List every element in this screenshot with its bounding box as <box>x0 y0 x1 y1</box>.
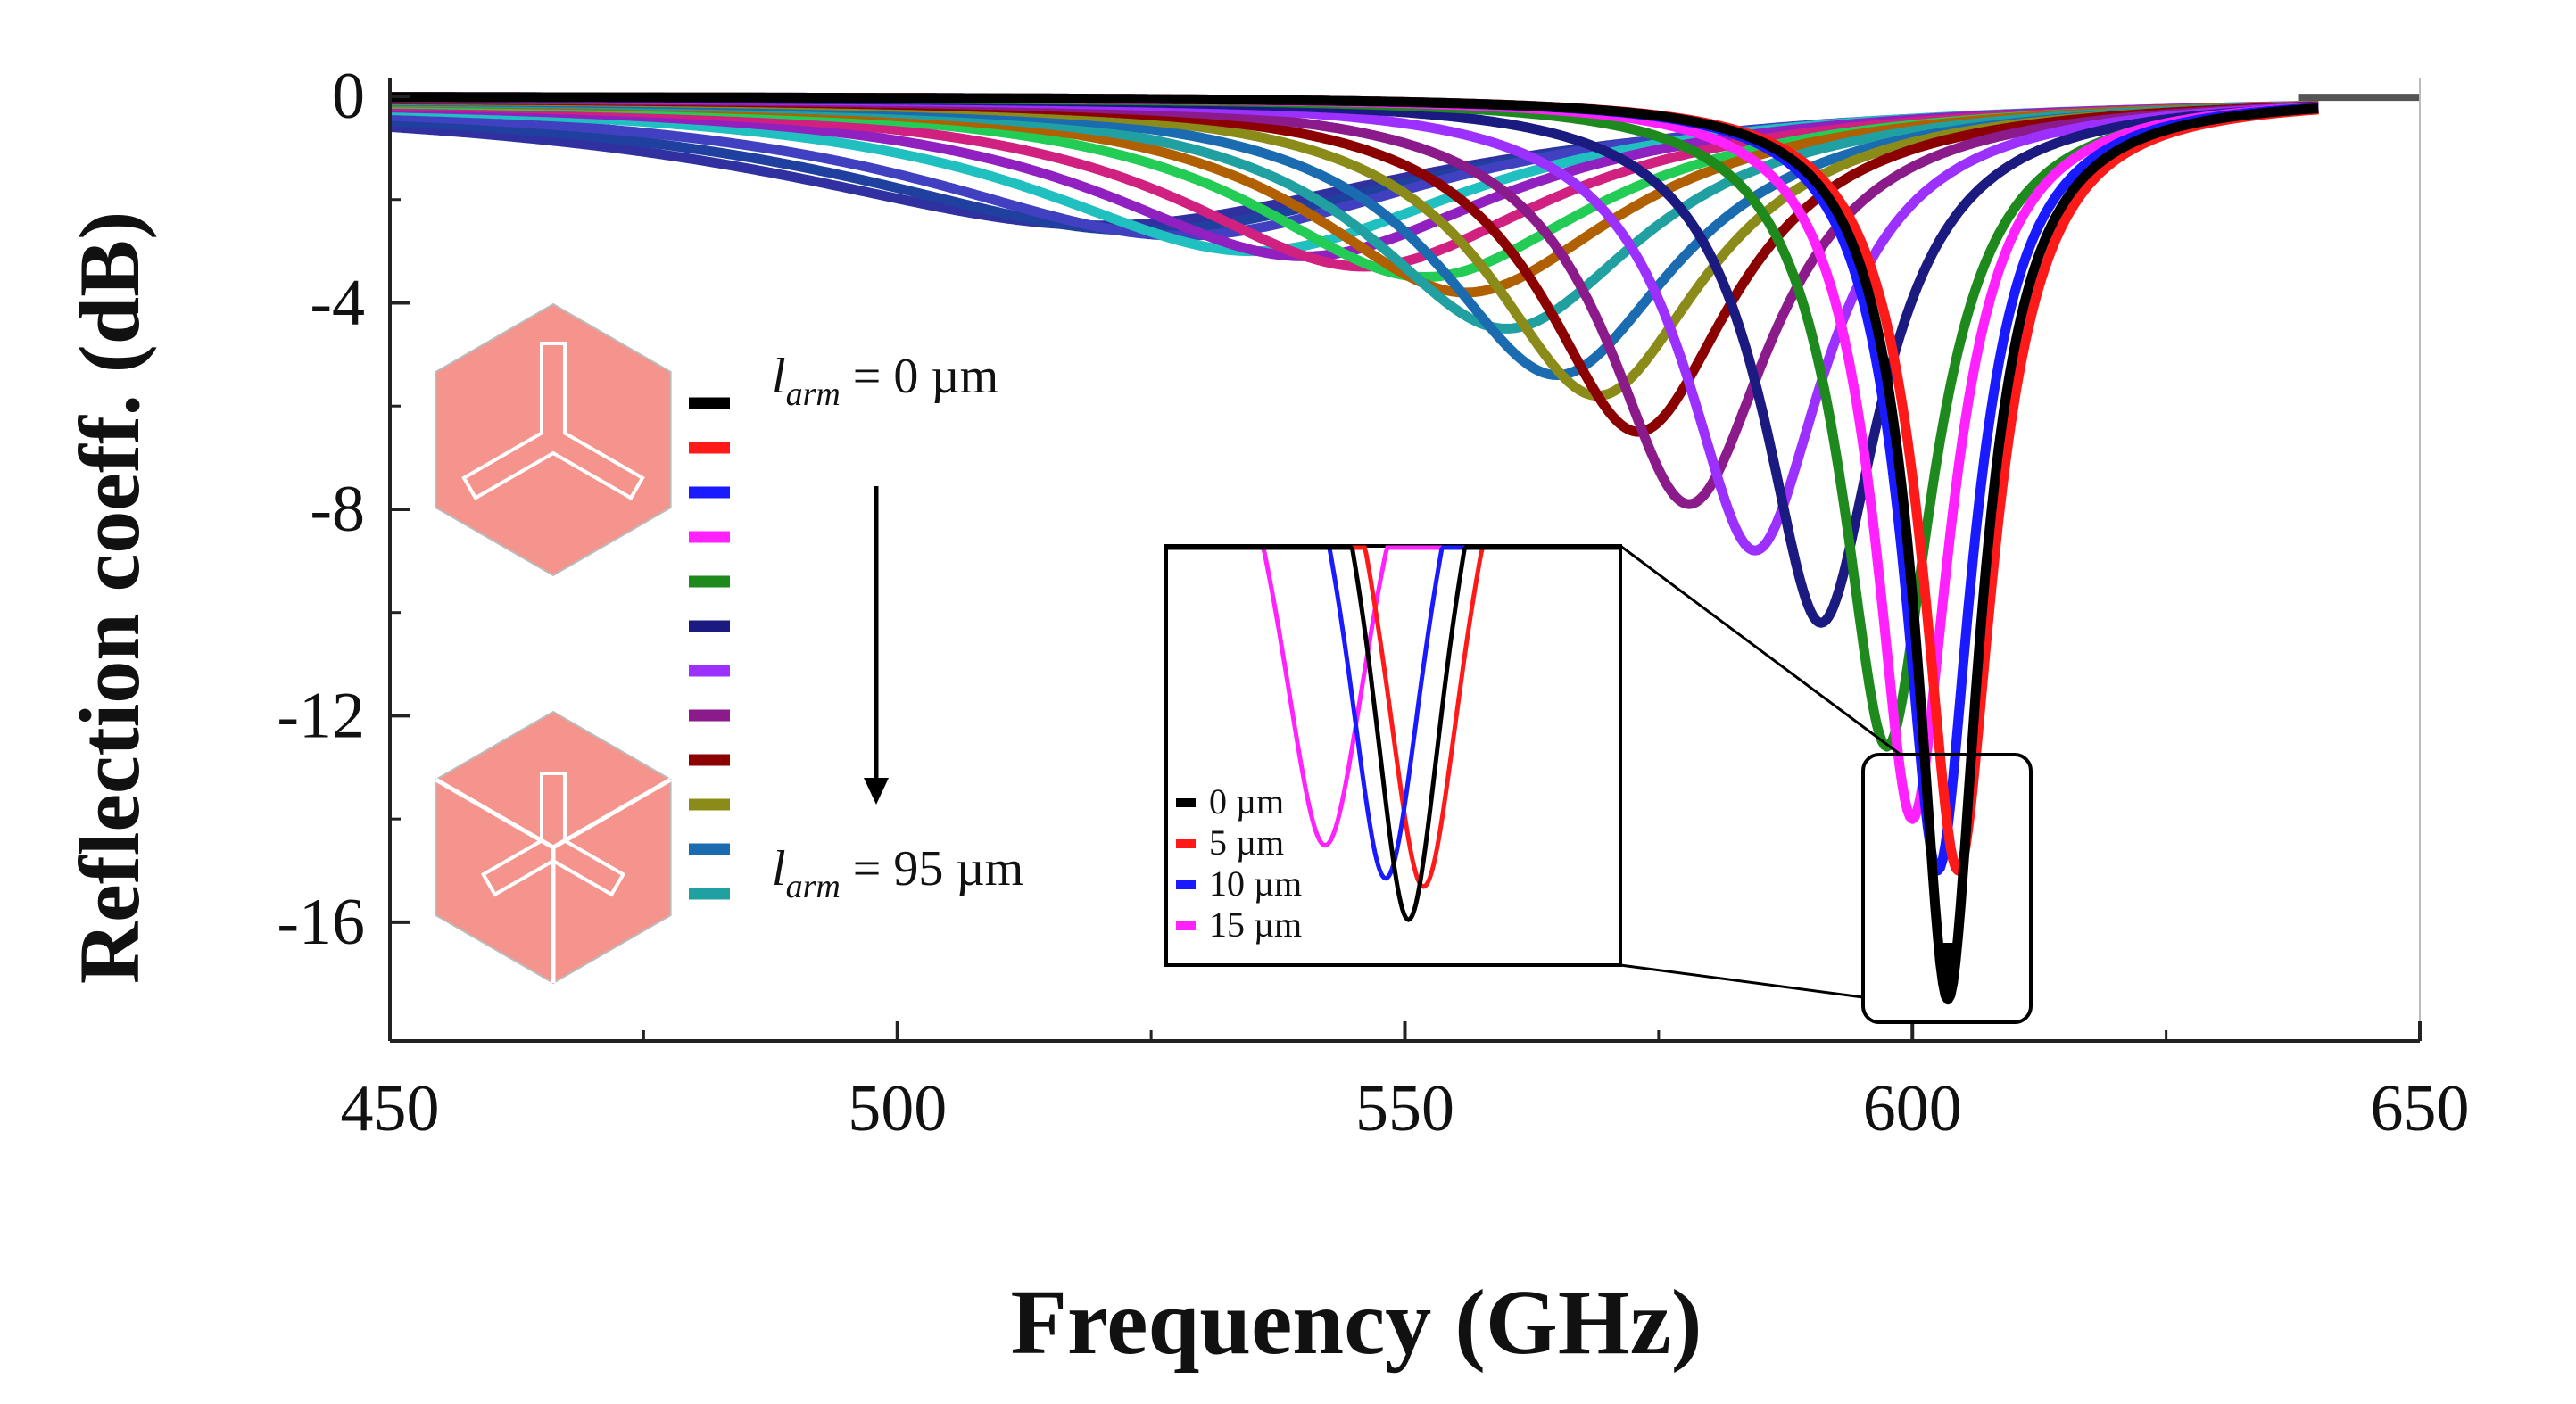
y-tick-label-4: -16 <box>277 886 365 959</box>
x-tick-label-600: 600 <box>1863 1072 1962 1145</box>
inset-frame <box>1164 544 1622 967</box>
zoom-box <box>1861 753 2033 1024</box>
y-axis-title: Reflection coeff. (dB) <box>62 211 157 984</box>
y-tick-label-1: -4 <box>310 266 365 339</box>
legend-arrow-head <box>864 778 889 805</box>
x-tick-label-500: 500 <box>848 1072 947 1145</box>
legend-first-label: larm = 0 µm <box>772 349 998 413</box>
ticks-group: 450 500 550 600 650 0 -4 -8 -12 -16 <box>277 60 2469 1145</box>
y-tick-label-2: -8 <box>310 473 365 546</box>
inset-legend-label-0: 0 µm <box>1209 781 1284 822</box>
unit-cell-long-arm-icon <box>435 710 672 985</box>
x-tick-label-550: 550 <box>1355 1072 1454 1145</box>
inset-legend-label-3: 15 µm <box>1209 904 1302 945</box>
y-tick-label-0: 0 <box>332 60 365 133</box>
inset-legend-label-1: 5 µm <box>1209 822 1284 863</box>
slot-fill <box>485 775 621 893</box>
x-tick-label-450: 450 <box>341 1072 440 1145</box>
arm-extension <box>551 777 672 850</box>
x-tick-label-650: 650 <box>2371 1072 2470 1145</box>
zoom-connector-top <box>1619 544 1901 756</box>
inset-series-0 <box>1166 545 1619 922</box>
inset-legend-label-2: 10 µm <box>1209 863 1302 904</box>
legend <box>689 397 730 900</box>
zoom-connector-bottom <box>1619 963 1864 999</box>
slot-fill <box>466 345 641 496</box>
legend-last-label: larm = 95 µm <box>772 841 1023 905</box>
series-group <box>387 92 2420 1005</box>
unit-cell-short-arm-icon <box>435 302 672 577</box>
arm-extension <box>435 777 555 850</box>
series-line-0 <box>387 92 2321 1005</box>
y-tick-label-3: -12 <box>277 679 365 752</box>
x-axis-title: Frequency (GHz) <box>1010 1271 1702 1374</box>
